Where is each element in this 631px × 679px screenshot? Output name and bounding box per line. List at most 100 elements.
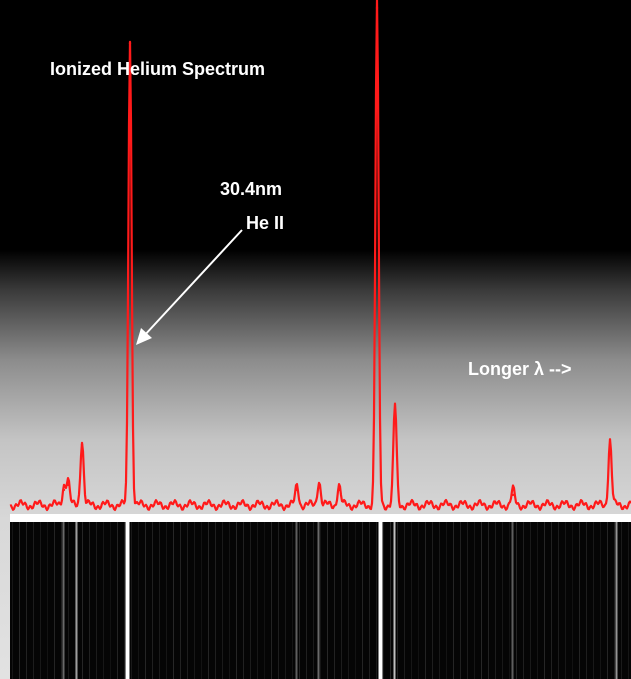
spectrogram-texture bbox=[446, 522, 447, 679]
spectrogram-texture bbox=[278, 522, 279, 679]
spectrogram-texture bbox=[607, 522, 608, 679]
spectrogram-texture bbox=[117, 522, 118, 679]
spectrogram-texture bbox=[397, 522, 398, 679]
spectrogram-texture bbox=[565, 522, 566, 679]
spectrum-peak-9 bbox=[511, 493, 515, 497]
spectrogram-texture bbox=[411, 522, 412, 679]
spectrogram-texture bbox=[236, 522, 237, 679]
spectrogram-texture bbox=[523, 522, 524, 679]
spectrogram-texture bbox=[586, 522, 587, 679]
spectrogram-texture bbox=[341, 522, 342, 679]
spectrogram-line-3 bbox=[295, 522, 298, 679]
spectrogram-texture bbox=[299, 522, 300, 679]
spectrogram-texture bbox=[432, 522, 433, 679]
spectrogram-texture bbox=[61, 522, 62, 679]
spectrogram-texture bbox=[467, 522, 468, 679]
spectrogram-texture bbox=[187, 522, 188, 679]
spectrogram-texture bbox=[306, 522, 307, 679]
spectrogram-texture bbox=[439, 522, 440, 679]
spectrogram-texture bbox=[173, 522, 174, 679]
spectrogram-texture bbox=[537, 522, 538, 679]
spectrogram-texture bbox=[614, 522, 615, 679]
spectrogram-texture bbox=[425, 522, 426, 679]
spectrogram-texture bbox=[250, 522, 251, 679]
spectrogram-texture bbox=[208, 522, 209, 679]
spectrogram-texture bbox=[138, 522, 139, 679]
spectrogram-line-2 bbox=[125, 522, 130, 679]
spectrogram-texture bbox=[418, 522, 419, 679]
spectrogram-texture bbox=[145, 522, 146, 679]
spectrogram-texture bbox=[544, 522, 545, 679]
spectrum-peak-4 bbox=[295, 488, 299, 492]
spectrogram-texture bbox=[621, 522, 622, 679]
spectrogram-texture bbox=[159, 522, 160, 679]
spectrogram-texture bbox=[215, 522, 216, 679]
spectrogram-lines bbox=[12, 522, 629, 679]
spectrum-peak-8 bbox=[393, 408, 397, 411]
spectrogram-texture bbox=[579, 522, 580, 679]
wavelength-direction-label: Longer λ --> bbox=[468, 359, 572, 379]
spectrogram-texture bbox=[152, 522, 153, 679]
spectrogram-texture bbox=[124, 522, 125, 679]
spectrogram-texture bbox=[334, 522, 335, 679]
peak-markers bbox=[62, 6, 612, 497]
spectrogram-texture bbox=[194, 522, 195, 679]
spectrogram-texture bbox=[460, 522, 461, 679]
spectrogram-texture bbox=[243, 522, 244, 679]
spectrogram-texture bbox=[47, 522, 48, 679]
spectrogram-texture bbox=[82, 522, 83, 679]
spectrogram-line-6 bbox=[393, 522, 396, 679]
spectrogram-texture bbox=[12, 522, 13, 679]
annotation-arrow bbox=[136, 229, 243, 345]
spectrogram-texture bbox=[54, 522, 55, 679]
spectrogram-texture bbox=[33, 522, 34, 679]
spectrogram-texture bbox=[348, 522, 349, 679]
spectrogram-texture bbox=[376, 522, 377, 679]
spectrogram-line-8 bbox=[615, 522, 618, 679]
spectrogram-texture bbox=[222, 522, 223, 679]
spectrum-peak-2 bbox=[80, 443, 84, 446]
spectrogram-texture bbox=[453, 522, 454, 679]
spectrum-peak-7 bbox=[375, 6, 379, 10]
spectrogram-texture bbox=[572, 522, 573, 679]
spectrogram-texture bbox=[383, 522, 384, 679]
spectrogram-texture bbox=[264, 522, 265, 679]
spectrogram-texture bbox=[628, 522, 629, 679]
spectrogram-texture bbox=[180, 522, 181, 679]
spectrogram-texture bbox=[19, 522, 20, 679]
spectrogram-line-0 bbox=[62, 522, 65, 679]
spectrogram-texture bbox=[96, 522, 97, 679]
spectrogram-texture bbox=[474, 522, 475, 679]
spectrogram-texture bbox=[292, 522, 293, 679]
spectrogram-texture bbox=[110, 522, 111, 679]
spectrum-peak-10 bbox=[608, 443, 612, 446]
spectrogram-line-5 bbox=[378, 522, 383, 679]
spectrogram-texture bbox=[369, 522, 370, 679]
spectrogram-line-4 bbox=[317, 522, 320, 679]
spectrogram-line-1 bbox=[75, 522, 78, 679]
spectrogram-texture bbox=[502, 522, 503, 679]
spectrogram-texture bbox=[481, 522, 482, 679]
spectrogram-texture bbox=[68, 522, 69, 679]
spectrum-peak-1 bbox=[66, 483, 70, 487]
spectrogram-texture bbox=[131, 522, 132, 679]
spectrogram-texture bbox=[390, 522, 391, 679]
spectrogram-texture bbox=[26, 522, 27, 679]
spectrogram-texture bbox=[229, 522, 230, 679]
spectrum-peak-3 bbox=[128, 41, 132, 45]
spectrum-peak-6 bbox=[337, 488, 341, 492]
spectrogram-texture bbox=[271, 522, 272, 679]
spectrogram-texture bbox=[313, 522, 314, 679]
spectrogram-texture bbox=[509, 522, 510, 679]
spectrogram-texture bbox=[320, 522, 321, 679]
spectrogram-texture bbox=[530, 522, 531, 679]
spectrum-peak-5 bbox=[317, 483, 321, 487]
spectrogram-texture bbox=[355, 522, 356, 679]
spectrogram-line-7 bbox=[511, 522, 514, 679]
spectrum-series-line bbox=[9, 0, 631, 512]
spectrogram-texture bbox=[404, 522, 405, 679]
chart-title: Ionized Helium Spectrum bbox=[50, 59, 266, 79]
spectrogram-texture bbox=[593, 522, 594, 679]
spectrogram-texture bbox=[600, 522, 601, 679]
